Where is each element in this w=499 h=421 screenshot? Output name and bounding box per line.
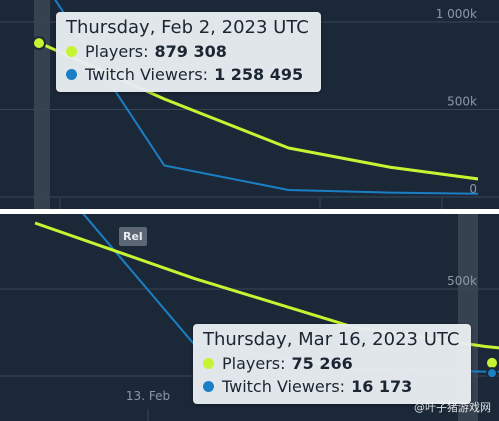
tooltip-label: Twitch Viewers:	[85, 65, 209, 84]
tooltip-top: Thursday, Feb 2, 2023 UTC Players: 879 3…	[56, 12, 321, 92]
players-legend-dot	[203, 358, 214, 369]
tooltip-row-players: Players: 75 266	[203, 352, 459, 375]
tooltip-date: Thursday, Feb 2, 2023 UTC	[66, 17, 309, 38]
twitch-viewers-hover-point	[486, 367, 498, 380]
panel-separator	[0, 209, 499, 214]
watermark-text: @叶子猪游戏网	[414, 401, 491, 414]
tooltip-value: 879 308	[154, 42, 227, 61]
release-marker-badge[interactable]: Rel	[119, 227, 147, 246]
tooltip-label: Twitch Viewers:	[222, 377, 346, 396]
y-tick-label: 500k	[447, 95, 477, 109]
twitch-viewers-series-line	[54, 0, 478, 195]
hover-column-highlight	[34, 0, 50, 210]
players-hover-point	[32, 36, 46, 51]
tooltip-row-twitch: Twitch Viewers: 1 258 495	[66, 63, 309, 86]
tooltip-date: Thursday, Mar 16, 2023 UTC	[203, 329, 460, 350]
y-tick-label: 1 000k	[436, 7, 477, 21]
tooltip-value: 16 173	[351, 377, 413, 396]
tooltip-row-players: Players: 879 308	[66, 40, 309, 63]
x-tick-label: 13. Feb	[126, 389, 170, 403]
twitch-legend-dot	[203, 381, 214, 392]
tooltip-value: 75 266	[291, 354, 353, 373]
tooltip-value: 1 258 495	[214, 65, 304, 84]
players-legend-dot	[66, 46, 77, 57]
y-tick-label: 0	[469, 182, 477, 196]
y-tick-label: 500k	[447, 274, 477, 288]
tooltip-label: Players:	[222, 354, 286, 373]
tooltip-label: Players:	[85, 42, 149, 61]
twitch-legend-dot	[66, 69, 77, 80]
players-hover-point	[485, 355, 499, 370]
tooltip-row-twitch: Twitch Viewers: 16 173	[203, 375, 459, 398]
tooltip-bottom: Thursday, Mar 16, 2023 UTC Players: 75 2…	[193, 324, 472, 404]
